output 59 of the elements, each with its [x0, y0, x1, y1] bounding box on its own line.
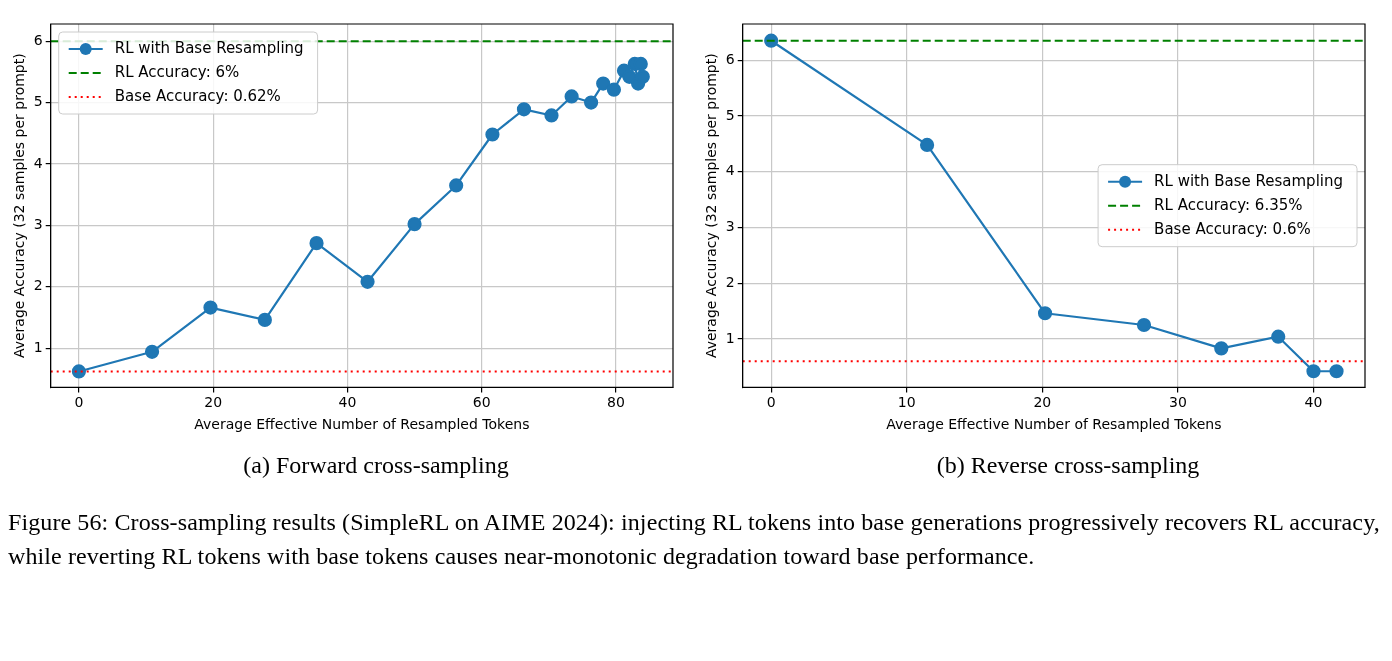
- x-tick-label: 0: [74, 394, 84, 411]
- point: [144, 344, 160, 359]
- point: [584, 95, 599, 110]
- y-tick-label: 2: [725, 273, 735, 290]
- x-tick-label: 10: [897, 394, 916, 411]
- point: [257, 312, 272, 327]
- x-axis-title: Average Effective Number of Resampled Tokens: [886, 416, 1222, 433]
- x-tick-label: 80: [607, 394, 625, 411]
- legend-label: Base Accuracy: 0.62%: [114, 86, 281, 105]
- y-axis-title: Average Accuracy (32 samples per prompt): [11, 53, 28, 359]
- y-tick-label: 5: [725, 106, 735, 123]
- point: [622, 69, 637, 84]
- x-tick-label: 30: [1168, 394, 1187, 411]
- legend-label: RL with Base Resampling: [114, 38, 304, 57]
- y-tick-label: 1: [33, 338, 43, 355]
- x-tick-label: 40: [338, 394, 357, 411]
- point: [606, 82, 622, 97]
- y-tick-label: 5: [33, 93, 43, 110]
- legend-label: RL with Base Resampling: [1154, 171, 1344, 190]
- x-tick-label: 60: [472, 394, 491, 411]
- point: [485, 127, 500, 142]
- point: [516, 102, 532, 117]
- x-tick-label: 0: [766, 394, 776, 411]
- point: [1136, 317, 1152, 333]
- y-axis-title: Average Accuracy (32 samples per prompt): [703, 53, 720, 359]
- point: [596, 76, 611, 91]
- point: [564, 89, 579, 104]
- point: [1306, 364, 1321, 379]
- point: [1271, 329, 1286, 344]
- x-tick-label: 20: [1033, 394, 1052, 411]
- x-tick-label: 40: [1304, 394, 1323, 411]
- y-tick-label: 3: [725, 218, 735, 235]
- point: [919, 137, 935, 153]
- point: [407, 217, 422, 232]
- point: [544, 108, 559, 123]
- legend-label: Base Accuracy: 0.6%: [1154, 219, 1311, 238]
- point: [635, 69, 650, 84]
- point: [1329, 364, 1344, 379]
- x-axis-title: Average Effective Number of Resampled Tokens: [194, 416, 530, 433]
- y-tick-label: 3: [33, 215, 43, 232]
- x-tick-label: 20: [204, 394, 223, 411]
- text: (a) Forward cross-sampling: [242, 452, 510, 479]
- caption: Figure 56: Cross-sampling results (SimpleRL on AIME 2024): injecting RL tokens into base generations progressively recovers RL accuracy, while reverting RL tokens with base tokens causes near-monotonic degradation toward base performance.: [8, 508, 1381, 571]
- y-tick-label: 4: [725, 162, 735, 179]
- text: (b) Reverse cross-sampling: [935, 452, 1201, 479]
- point: [309, 236, 324, 251]
- point: [449, 178, 464, 193]
- y-tick-label: 1: [725, 329, 735, 346]
- y-tick-label: 2: [33, 277, 43, 294]
- point: [360, 274, 375, 289]
- point: [1214, 341, 1229, 356]
- point: [203, 300, 218, 315]
- y-tick-label: 6: [33, 31, 43, 48]
- y-tick-label: 6: [725, 50, 735, 67]
- point: [71, 364, 86, 379]
- legend-label: RL Accuracy: 6.35%: [1154, 195, 1303, 214]
- legend-label: RL Accuracy: 6%: [114, 62, 240, 81]
- point: [1037, 306, 1053, 321]
- y-tick-label: 4: [33, 154, 43, 171]
